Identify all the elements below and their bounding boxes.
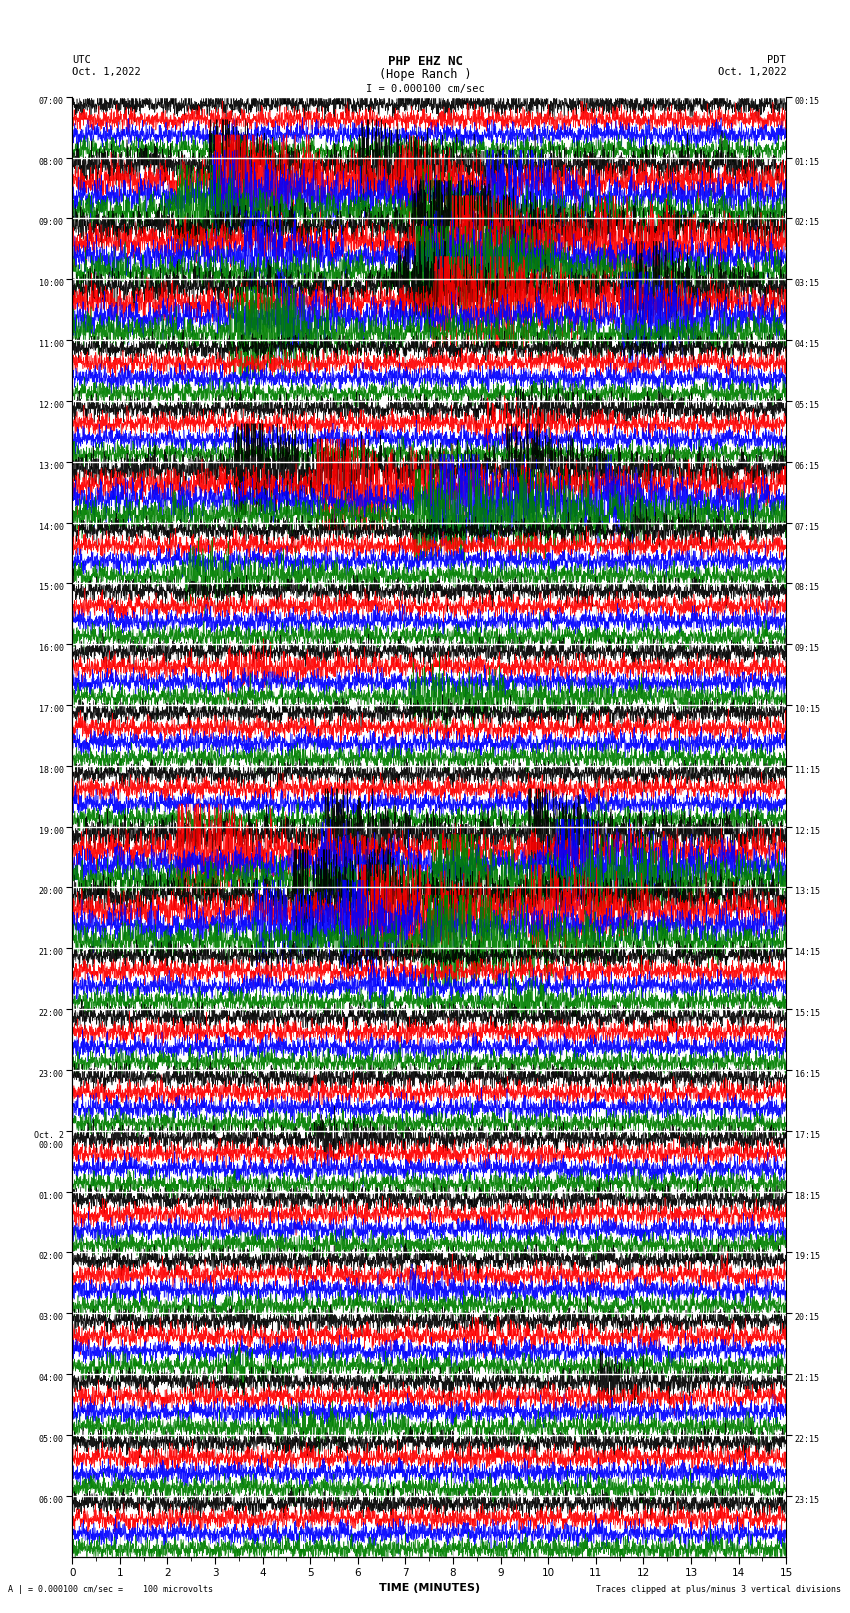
Text: Traces clipped at plus/minus 3 vertical divisions: Traces clipped at plus/minus 3 vertical … (597, 1584, 842, 1594)
Text: Oct. 1,2022: Oct. 1,2022 (72, 68, 141, 77)
Text: PDT: PDT (768, 55, 786, 65)
Text: Oct. 1,2022: Oct. 1,2022 (717, 68, 786, 77)
Text: PHP EHZ NC: PHP EHZ NC (388, 55, 462, 68)
X-axis label: TIME (MINUTES): TIME (MINUTES) (379, 1582, 479, 1592)
Text: A | = 0.000100 cm/sec =    100 microvolts: A | = 0.000100 cm/sec = 100 microvolts (8, 1584, 213, 1594)
Text: UTC: UTC (72, 55, 91, 65)
Text: (Hope Ranch ): (Hope Ranch ) (379, 68, 471, 81)
Text: I = 0.000100 cm/sec: I = 0.000100 cm/sec (366, 84, 484, 94)
